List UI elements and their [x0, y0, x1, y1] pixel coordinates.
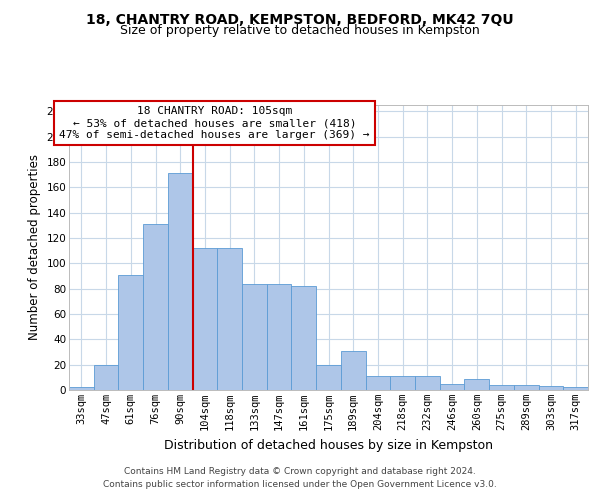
X-axis label: Distribution of detached houses by size in Kempston: Distribution of detached houses by size …: [164, 438, 493, 452]
Bar: [390, 376, 415, 390]
Text: Contains HM Land Registry data © Crown copyright and database right 2024.: Contains HM Land Registry data © Crown c…: [124, 467, 476, 476]
Bar: [563, 388, 588, 390]
Bar: [464, 378, 489, 390]
Bar: [341, 350, 365, 390]
Y-axis label: Number of detached properties: Number of detached properties: [28, 154, 41, 340]
Bar: [365, 376, 390, 390]
Text: 18, CHANTRY ROAD, KEMPSTON, BEDFORD, MK42 7QU: 18, CHANTRY ROAD, KEMPSTON, BEDFORD, MK4…: [86, 12, 514, 26]
Bar: [242, 284, 267, 390]
Bar: [539, 386, 563, 390]
Bar: [217, 248, 242, 390]
Bar: [292, 286, 316, 390]
Bar: [267, 284, 292, 390]
Bar: [193, 248, 217, 390]
Bar: [69, 388, 94, 390]
Bar: [316, 364, 341, 390]
Bar: [514, 385, 539, 390]
Bar: [118, 274, 143, 390]
Bar: [168, 174, 193, 390]
Bar: [415, 376, 440, 390]
Bar: [94, 364, 118, 390]
Bar: [489, 385, 514, 390]
Bar: [440, 384, 464, 390]
Text: 18 CHANTRY ROAD: 105sqm
← 53% of detached houses are smaller (418)
47% of semi-d: 18 CHANTRY ROAD: 105sqm ← 53% of detache…: [59, 106, 370, 140]
Text: Contains public sector information licensed under the Open Government Licence v3: Contains public sector information licen…: [103, 480, 497, 489]
Bar: [143, 224, 168, 390]
Text: Size of property relative to detached houses in Kempston: Size of property relative to detached ho…: [120, 24, 480, 37]
